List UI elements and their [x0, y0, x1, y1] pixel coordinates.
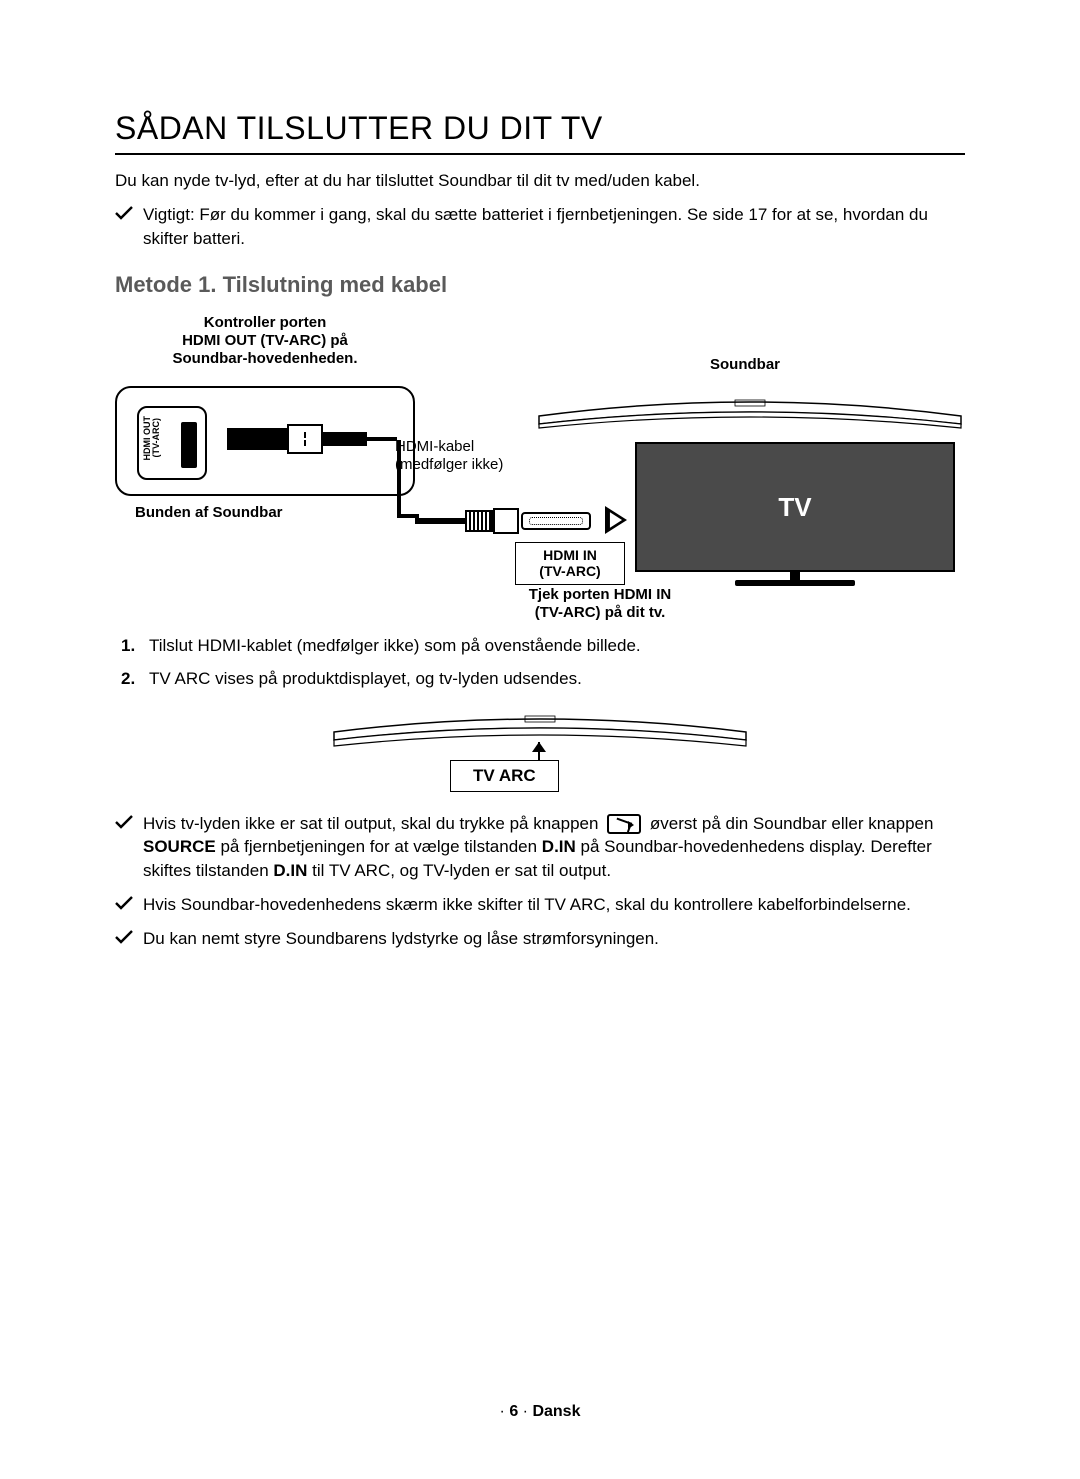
page-title: SÅDAN TILSLUTTER DU DIT TV: [115, 110, 965, 155]
hdmi-out-port: HDMI OUT (TV-ARC): [137, 406, 207, 480]
check-icon: [115, 815, 133, 829]
intro-text: Du kan nyde tv-lyd, efter at du har tils…: [115, 169, 965, 193]
n1c: på fjernbetjeningen for at vælge tilstan…: [220, 837, 541, 856]
hdmi-plug-soundbar: [227, 422, 367, 456]
n1-din2: D.IN: [273, 861, 307, 880]
connection-diagram: Kontroller porten HDMI OUT (TV-ARC) på S…: [115, 314, 965, 614]
n1b: øverst på din Soundbar eller knappen: [650, 814, 934, 833]
note-3: Du kan nemt styre Soundbarens lydstyrke …: [115, 927, 965, 951]
hdmi-in-box: HDMI IN (TV-ARC): [515, 542, 625, 584]
n1-source: SOURCE: [143, 837, 216, 856]
hdmi-in-l1: HDMI IN: [516, 547, 624, 563]
check-icon: [115, 206, 133, 220]
steps-list: 1. Tilslut HDMI-kablet (medfølger ikke) …: [115, 634, 965, 691]
cable-line-v: [397, 440, 401, 518]
note-2: Hvis Soundbar-hovedenhedens skærm ikke s…: [115, 893, 965, 917]
bottom-of-soundbar-label: Bunden af Soundbar: [135, 504, 365, 522]
source-button-icon: [607, 814, 641, 834]
method-heading: Metode 1. Tilslutning med kabel: [115, 272, 965, 298]
note-3-text: Du kan nemt styre Soundbarens lydstyrke …: [143, 927, 659, 951]
hdmi-cable-l1: HDMI-kabel: [395, 438, 555, 456]
check-tv-l1: Tjek porten HDMI IN: [485, 586, 715, 604]
arc-pointer: [538, 742, 540, 760]
step-2-text: TV ARC vises på produktdisplayet, og tv-…: [149, 667, 582, 692]
note-1: Hvis tv-lyden ikke er sat til output, sk…: [115, 812, 965, 883]
arrow-to-tv-inner: [610, 513, 622, 528]
page-footer: · 6 · Dansk: [0, 1403, 1080, 1421]
port-l2: (TV-ARC): [151, 419, 161, 459]
important-text: Vigtigt: Før du kommer i gang, skal du s…: [143, 203, 965, 251]
hdmi-in-l2: (TV-ARC): [516, 563, 624, 579]
tv-label: TV: [635, 442, 955, 572]
tv-arc-box: TV ARC: [450, 760, 559, 792]
check-icon: [115, 930, 133, 944]
soundbar-label: Soundbar: [655, 356, 835, 374]
soundbar-graphic: [535, 386, 965, 430]
note-2-text: Hvis Soundbar-hovedenhedens skærm ikke s…: [143, 893, 911, 917]
important-note: Vigtigt: Før du kommer i gang, skal du s…: [115, 203, 965, 251]
hdmi-cable-l2: (medfølger ikke): [395, 456, 555, 474]
hdmi-plug-tv: [415, 504, 615, 538]
check-port-l1: Kontroller porten: [125, 314, 405, 332]
footer-page: 6: [509, 1403, 518, 1420]
step-1: 1. Tilslut HDMI-kablet (medfølger ikke) …: [121, 634, 965, 659]
note-1-text: Hvis tv-lyden ikke er sat til output, sk…: [143, 812, 965, 883]
check-icon: [115, 896, 133, 910]
n1a: Hvis tv-lyden ikke er sat til output, sk…: [143, 814, 598, 833]
step-1-text: Tilslut HDMI-kablet (medfølger ikke) som…: [149, 634, 641, 659]
check-tv-l2: (TV-ARC) på dit tv.: [485, 604, 715, 622]
step-2: 2. TV ARC vises på produktdisplayet, og …: [121, 667, 965, 692]
footer-lang: Dansk: [532, 1403, 580, 1420]
tv-arc-illustration: TV ARC: [330, 704, 750, 794]
check-port-l3: Soundbar-hovedenheden.: [125, 350, 405, 368]
check-port-l2: HDMI OUT (TV-ARC) på: [125, 332, 405, 350]
n1-din: D.IN: [542, 837, 576, 856]
n1e: til TV ARC, og TV-lyden er sat til outpu…: [312, 861, 611, 880]
